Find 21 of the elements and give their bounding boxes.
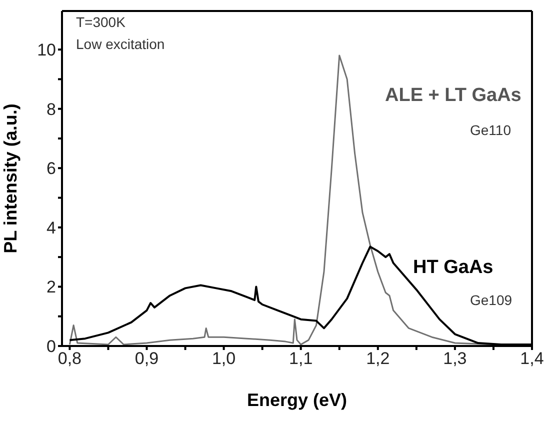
annotation: Low excitation <box>76 36 165 52</box>
series-label: ALE + LT GaAs <box>385 85 522 107</box>
y-tick-label: 10 <box>37 40 56 60</box>
series-label: HT GaAs <box>413 257 494 279</box>
x-tick-label: 0,9 <box>134 349 159 368</box>
y-axis-title: PL intensity (a.u.) <box>0 104 20 254</box>
annotation: Ge110 <box>470 122 511 138</box>
x-tick-label: 1,0 <box>212 349 236 368</box>
y-tick-label: 6 <box>46 159 56 178</box>
y-tick-label: 4 <box>46 218 56 238</box>
x-tick-label: 1,4 <box>520 349 544 368</box>
x-tick-label: 1,1 <box>289 349 313 368</box>
y-tick-label: 8 <box>46 100 56 119</box>
y-tick-label: 0 <box>46 337 56 356</box>
x-tick-label: 1,2 <box>366 349 390 368</box>
annotation: T=300K <box>76 14 126 30</box>
x-tick-label: 0,8 <box>58 349 82 368</box>
x-axis-title: Energy (eV) <box>246 390 348 410</box>
annotation: Ge109 <box>470 292 512 308</box>
y-tick-label: 2 <box>46 278 56 297</box>
x-tick-label: 1,3 <box>443 349 467 368</box>
